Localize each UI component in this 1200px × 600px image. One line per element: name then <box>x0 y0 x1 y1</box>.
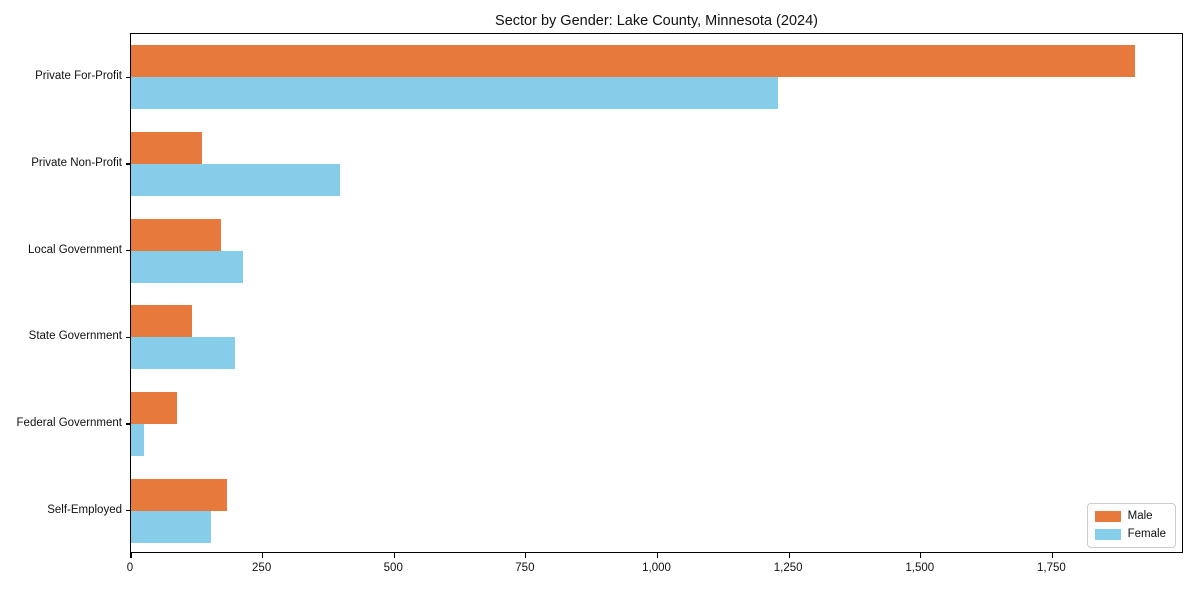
x-axis-label: 1,500 <box>905 562 935 574</box>
y-axis-label: Private For-Profit <box>35 70 122 83</box>
x-axis-tick <box>656 553 659 558</box>
legend-item-female: Female <box>1094 528 1166 541</box>
x-axis-tick <box>262 553 264 558</box>
bar-female-local-government <box>131 250 243 283</box>
x-axis-label: 1,000 <box>642 562 671 574</box>
y-axis-tick <box>126 76 131 78</box>
bar-male-local-government <box>131 218 222 251</box>
y-axis-tick <box>126 250 131 252</box>
y-axis-tick <box>126 336 131 338</box>
x-axis-tick <box>788 553 790 558</box>
bar-male-state-government <box>131 305 193 338</box>
legend: Male Female <box>1086 503 1176 548</box>
x-axis-label: 500 <box>383 562 403 574</box>
x-axis-label: 750 <box>515 562 535 574</box>
bar-female-private-for-profit <box>131 77 778 110</box>
x-axis-tick <box>393 553 395 558</box>
y-axis-label: Self-Employed <box>47 503 122 516</box>
legend-swatch-male <box>1094 511 1121 522</box>
x-axis-tick <box>920 553 922 558</box>
y-axis-label: Private Non-Profit <box>31 157 122 169</box>
legend-swatch-female <box>1094 529 1121 540</box>
y-axis-tick <box>126 423 131 425</box>
legend-item-male: Male <box>1094 510 1166 523</box>
bar-female-self-employed <box>131 510 211 543</box>
bar-female-private-non-profit <box>131 164 341 196</box>
x-axis-label: 1,750 <box>1036 562 1066 574</box>
chart-title: Sector by Gender: Lake County, Minnesota… <box>495 13 818 29</box>
y-axis-tick <box>126 163 131 165</box>
bar-female-state-government <box>131 337 236 370</box>
x-axis-label: 1,250 <box>773 562 803 574</box>
y-axis-tick <box>126 510 131 512</box>
bar-female-federal-government <box>131 424 144 456</box>
bar-male-private-for-profit <box>131 45 1135 78</box>
legend-label-male: Male <box>1127 510 1153 522</box>
legend-label-female: Female <box>1127 528 1166 540</box>
bar-male-self-employed <box>131 478 227 511</box>
x-axis-label: 0 <box>126 562 134 574</box>
bar-male-federal-government <box>131 392 177 424</box>
x-axis-tick <box>525 553 527 558</box>
x-axis-label: 250 <box>252 562 272 574</box>
y-axis-label: State Government <box>28 330 122 343</box>
x-axis-tick <box>1051 553 1053 558</box>
x-axis-tick <box>130 553 132 558</box>
y-axis-label: Federal Government <box>16 417 122 429</box>
bar-male-private-non-profit <box>131 132 203 164</box>
plot-area: Male Female <box>126 33 1183 558</box>
y-axis-label: Local Government <box>28 243 122 256</box>
